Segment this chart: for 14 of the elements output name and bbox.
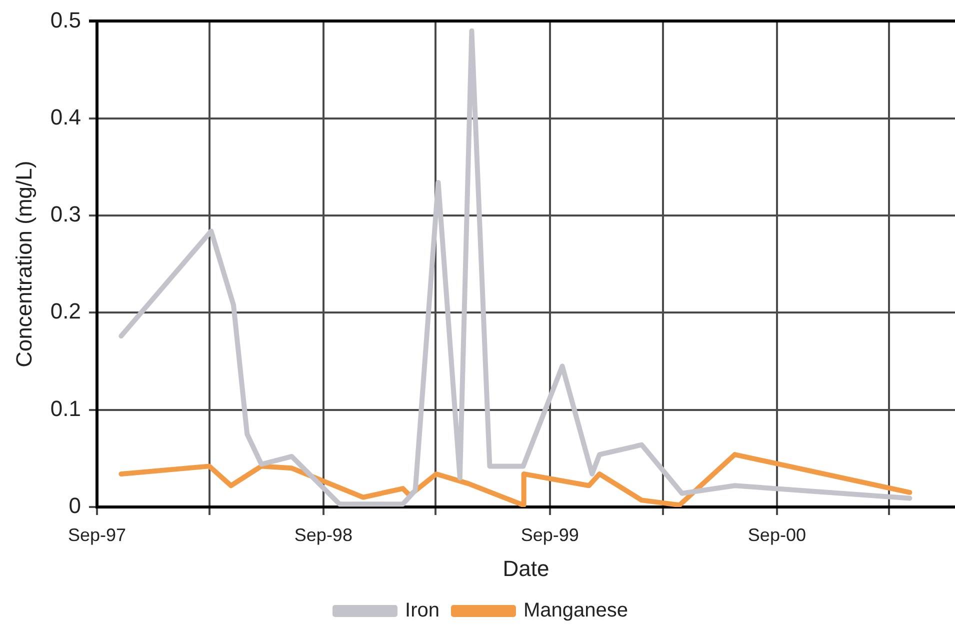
x-axis-title: Date [502, 556, 550, 581]
y-tick-label: 0.2 [50, 298, 81, 324]
y-tick-label: 0.1 [50, 396, 81, 421]
x-tick-label: Sep-00 [748, 524, 806, 545]
y-axis-title: Concentration (mg/L) [11, 160, 36, 368]
y-tick-label: 0.5 [50, 7, 81, 32]
y-tick-label: 0.3 [50, 202, 81, 227]
y-tick-label: 0.4 [50, 104, 81, 130]
legend-label: Manganese [523, 600, 628, 622]
y-tick-label: 0 [68, 493, 81, 518]
x-tick-label: Sep-97 [68, 524, 126, 545]
x-tick-label: Sep-99 [520, 524, 579, 545]
x-tick-label: Sep-98 [294, 524, 352, 545]
legend-label: Iron [405, 600, 440, 622]
